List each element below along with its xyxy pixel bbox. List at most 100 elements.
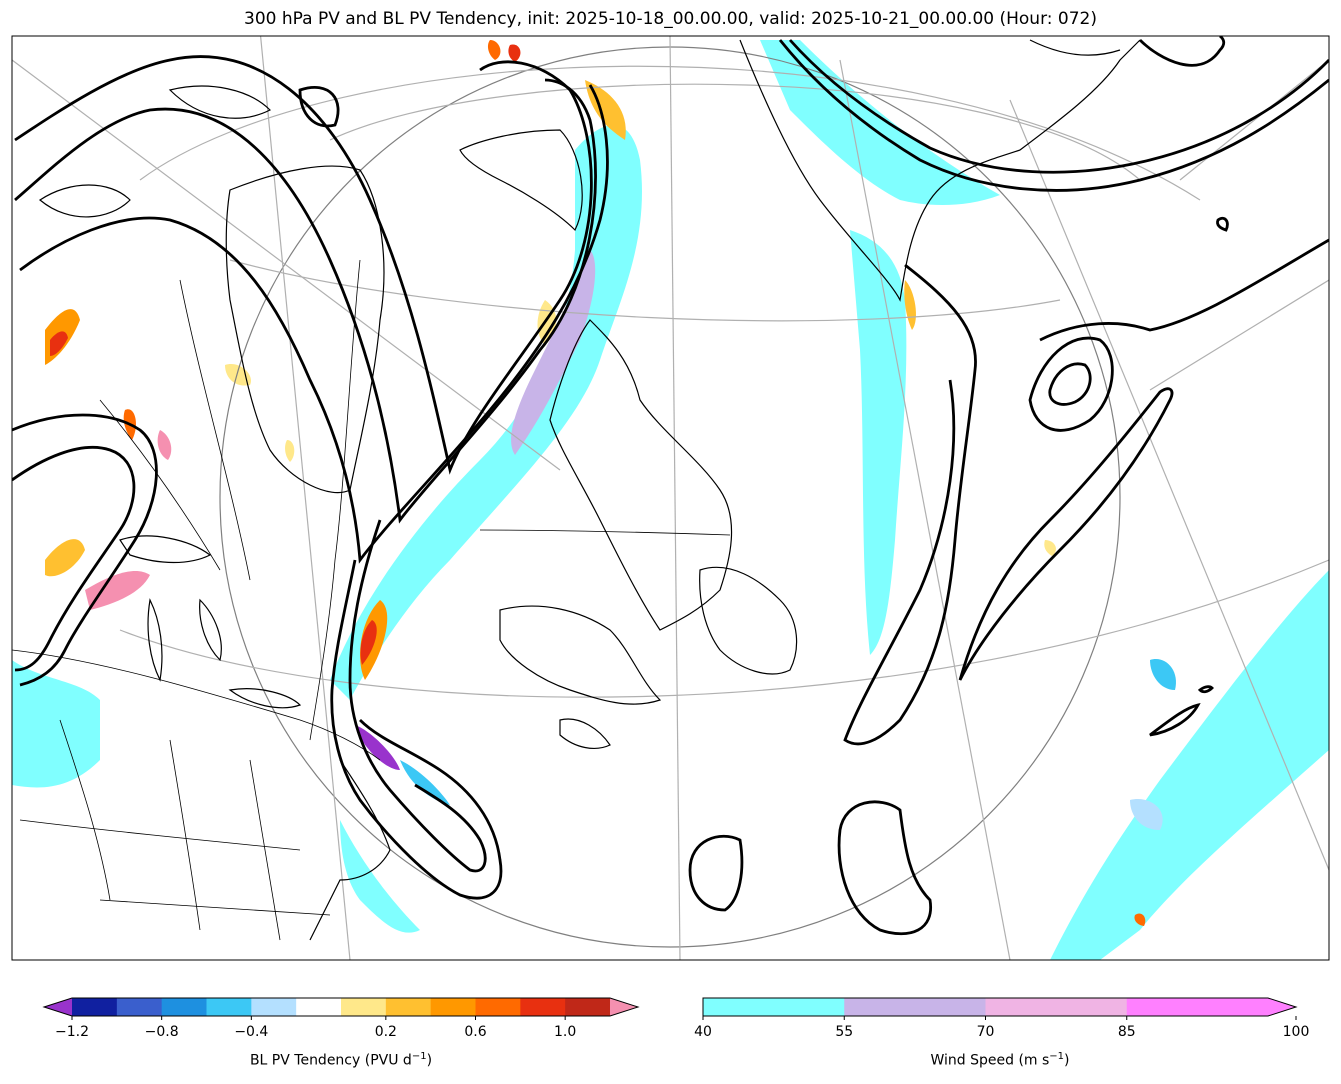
colorbar-bin — [565, 998, 611, 1016]
meridian-line — [259, 36, 351, 960]
pv-positive-blob — [360, 620, 377, 665]
meridian-line — [839, 59, 1011, 960]
labrador-coast — [549, 319, 733, 631]
jet-band-west — [12, 660, 100, 788]
newfoundland-coast — [699, 566, 798, 675]
meridian-line — [1009, 99, 1329, 871]
pv-tendency-label-text: BL PV Tendency (PVU d — [249, 1052, 412, 1069]
pv-positive-blob — [1134, 913, 1146, 926]
province-border — [479, 529, 731, 536]
pv-contour — [688, 834, 744, 912]
wind-speed-label-end: ) — [1064, 1052, 1070, 1069]
meridian-line — [669, 36, 681, 960]
pv-contour — [1028, 336, 1114, 432]
arctic-islands — [38, 184, 131, 218]
pv-contour — [348, 519, 487, 873]
pv-contour — [1139, 36, 1226, 67]
province-border — [99, 399, 221, 571]
baffin-coast — [459, 129, 583, 232]
pv-contour — [778, 39, 1329, 192]
wind-speed-label-sup: −1 — [1049, 1051, 1065, 1062]
country-border — [12, 649, 381, 761]
pv-negative-blob — [1130, 799, 1163, 830]
colorbar-extend-low — [44, 998, 72, 1016]
pv-tendency-colorbar — [42, 997, 640, 1020]
colorbar-tick-label: −0.8 — [144, 1024, 179, 1040]
iceland-coast — [1029, 39, 1121, 56]
meridian-line — [1149, 279, 1329, 391]
pv-contour — [837, 800, 933, 936]
great-lakes-erie — [228, 688, 302, 709]
colorbar-bin — [161, 998, 207, 1016]
colorbar-tick-label: 70 — [976, 1024, 995, 1040]
province-border — [309, 259, 361, 741]
great-lakes-huron — [199, 598, 222, 662]
pv-tendency-label-end: ) — [426, 1052, 433, 1069]
wind-speed-colorbar-label: Wind Speed (m s−1) — [703, 1051, 1297, 1069]
colorbar-bin — [844, 998, 986, 1016]
great-lakes-superior — [119, 535, 212, 564]
pv-contour — [19, 84, 609, 564]
jet-band-greenland — [760, 40, 1000, 205]
state-border — [19, 819, 301, 851]
colorbar-outline — [702, 997, 1298, 1017]
colorbar-tick-label: 100 — [1282, 1024, 1310, 1040]
arctic-islands — [168, 85, 272, 119]
state-border — [249, 759, 281, 941]
colorbar-bin — [430, 998, 476, 1016]
pv-contour — [12, 445, 136, 672]
wind-speed-label-text: Wind Speed (m s — [930, 1052, 1050, 1069]
pv-positive-blob — [50, 331, 68, 356]
colorbar-bin — [251, 998, 297, 1016]
map-frame — [11, 35, 1330, 961]
pv-contour — [14, 55, 593, 475]
pv-contour — [1216, 216, 1229, 232]
pv-positive-blob — [285, 440, 295, 462]
province-border — [179, 279, 251, 581]
hudson-bay-coast — [225, 165, 385, 494]
pv-negative-blob — [355, 725, 400, 770]
colorbar-bin — [206, 998, 252, 1016]
pv-positive-blob — [45, 539, 85, 577]
pv-positive-blob — [1044, 540, 1056, 556]
pv-positive-blob — [487, 40, 501, 60]
pv-contour — [843, 263, 977, 746]
pv-contour — [14, 78, 597, 524]
colorbar-tick-label: 85 — [1117, 1024, 1136, 1040]
colorbar-tick-label: 0.6 — [464, 1024, 487, 1040]
wind-speed-colorbar — [702, 997, 1298, 1020]
colorbar-bin — [116, 998, 163, 1016]
pv-contour — [1197, 685, 1214, 694]
pv-negative-blob — [400, 760, 450, 805]
pv-positive-blob — [85, 570, 150, 610]
colorbar-bin — [1126, 998, 1269, 1016]
colorbar-bin — [520, 998, 566, 1016]
jet-band-labrador — [330, 125, 642, 700]
pv-contour — [788, 39, 1329, 174]
pv-contour — [958, 387, 1174, 681]
wind-speed-shading — [12, 40, 1329, 960]
jet-core — [511, 250, 596, 455]
greenland-coast — [739, 39, 1141, 302]
colorbar-tick-label: 1.0 — [554, 1024, 577, 1040]
pv-contour — [1039, 238, 1329, 342]
colorbar-tick-label: −1.2 — [55, 1024, 89, 1040]
colorbar-tick-label: 55 — [835, 1024, 854, 1040]
pv-contours — [12, 36, 1329, 936]
political-borders — [12, 259, 731, 941]
pv-positive-blob — [508, 44, 521, 62]
colorbar-bin — [985, 998, 1128, 1016]
map-title: 300 hPa PV and BL PV Tendency, init: 202… — [244, 9, 1097, 29]
colorbar-tick-label: 0.2 — [374, 1024, 397, 1040]
east-coast-us — [309, 759, 391, 941]
meridian-line — [1179, 59, 1329, 181]
colorbar-bin — [385, 998, 432, 1016]
colorbar-bin — [72, 998, 118, 1016]
jet-band-atlantic — [1050, 570, 1329, 960]
colorbar-tick-label: 40 — [694, 1024, 712, 1040]
pv-positive-blob — [157, 430, 172, 460]
graticule — [12, 36, 1329, 960]
colorbar-extend-high — [610, 998, 638, 1016]
latitude-line — [329, 83, 1141, 181]
